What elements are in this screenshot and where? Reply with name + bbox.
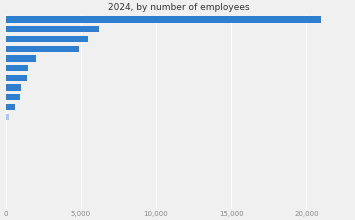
- Bar: [6, 65, 28, 71]
- Bar: [6, 55, 36, 62]
- Bar: [6, 114, 10, 120]
- Bar: [6, 104, 16, 110]
- Bar: [6, 36, 88, 42]
- Bar: [6, 94, 20, 101]
- Bar: [6, 75, 27, 81]
- Bar: [6, 46, 80, 52]
- Bar: [6, 84, 21, 91]
- Bar: [6, 16, 322, 23]
- Title: 2024, by number of employees: 2024, by number of employees: [108, 4, 250, 13]
- Bar: [6, 26, 99, 32]
